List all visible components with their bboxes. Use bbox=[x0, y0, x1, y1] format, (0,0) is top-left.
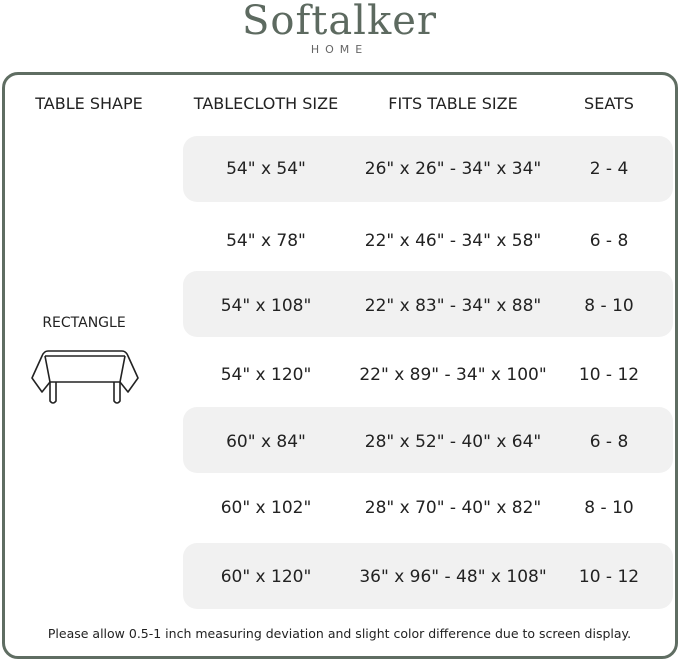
header-tablecloth-size: TABLECLOTH SIZE bbox=[193, 94, 339, 113]
cell-fits: 26" x 26" - 34" x 34" bbox=[364, 159, 542, 179]
header-fits-table-size: FITS TABLE SIZE bbox=[388, 94, 518, 113]
cell-seats: 2 - 4 bbox=[589, 159, 629, 179]
cell-size: 60" x 102" bbox=[220, 498, 312, 518]
cell-size: 54" x 78" bbox=[226, 231, 306, 251]
row-band bbox=[183, 407, 673, 473]
header-table-shape: TABLE SHAPE bbox=[35, 94, 143, 113]
shape-label: RECTANGLE bbox=[42, 315, 126, 331]
row-band bbox=[183, 136, 673, 202]
cell-size: 54" x 120" bbox=[220, 365, 312, 385]
disclaimer-note: Please allow 0.5-1 inch measuring deviat… bbox=[47, 626, 632, 641]
row-band bbox=[183, 271, 673, 337]
brand-subtitle: HOME bbox=[310, 43, 369, 56]
cell-seats: 8 - 10 bbox=[584, 296, 634, 316]
header-seats: SEATS bbox=[584, 94, 634, 113]
cell-seats: 6 - 8 bbox=[589, 231, 629, 251]
row-band bbox=[183, 543, 673, 609]
cell-fits: 28" x 70" - 40" x 82" bbox=[364, 498, 542, 518]
rectangle-table-icon bbox=[31, 350, 139, 404]
cell-size: 54" x 54" bbox=[226, 159, 306, 179]
size-chart-frame bbox=[2, 72, 678, 659]
brand-logo: Softalker bbox=[241, 0, 438, 44]
cell-fits: 28" x 52" - 40" x 64" bbox=[364, 432, 542, 452]
cell-seats: 10 - 12 bbox=[578, 567, 640, 587]
cell-size: 54" x 108" bbox=[220, 296, 312, 316]
cell-fits: 22" x 46" - 34" x 58" bbox=[364, 231, 542, 251]
cell-seats: 10 - 12 bbox=[578, 365, 640, 385]
cell-fits: 22" x 83" - 34" x 88" bbox=[364, 296, 542, 316]
cell-seats: 6 - 8 bbox=[589, 432, 629, 452]
cell-seats: 8 - 10 bbox=[584, 498, 634, 518]
cell-fits: 36" x 96" - 48" x 108" bbox=[359, 567, 547, 587]
cell-size: 60" x 84" bbox=[226, 432, 306, 452]
cell-size: 60" x 120" bbox=[220, 567, 312, 587]
cell-fits: 22" x 89" - 34" x 100" bbox=[359, 365, 547, 385]
